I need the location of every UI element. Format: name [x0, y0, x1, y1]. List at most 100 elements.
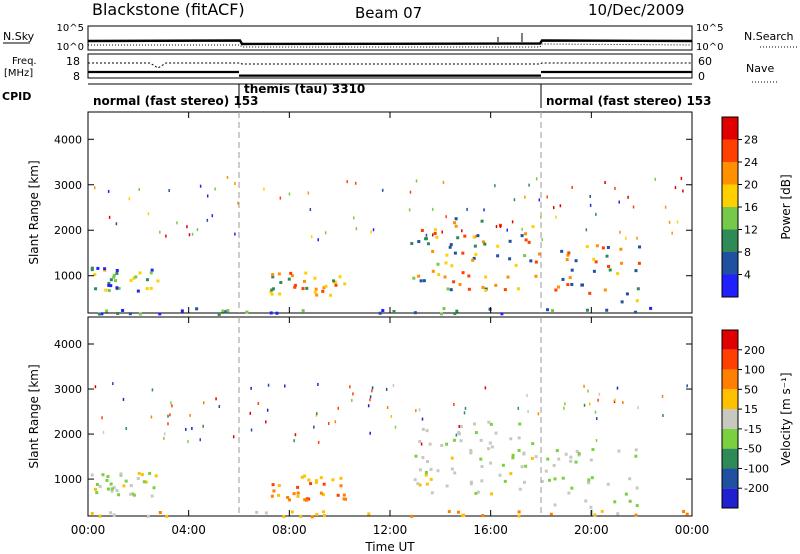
- power-echo-cell: [467, 274, 471, 278]
- power-echo-cell: [454, 217, 458, 221]
- velocity-noise-point: [392, 383, 395, 387]
- power-colorbar-label: 16: [744, 201, 758, 214]
- velocity-echo-cell: [90, 473, 94, 477]
- velocity-echo-cell: [424, 470, 428, 474]
- power-echo-cell: [592, 269, 596, 273]
- velocity-echo-cell: [95, 483, 99, 487]
- velocity-noise-point: [316, 412, 318, 416]
- nave-trace: [88, 62, 692, 69]
- freq-label-line1: Freq.: [12, 56, 37, 67]
- velocity-echo-cell: [414, 454, 418, 458]
- velocity-noise-point: [189, 413, 191, 417]
- power-plot-frame: [87, 111, 693, 314]
- power-echo-cell: [570, 283, 574, 287]
- velocity-echo-cell: [480, 465, 484, 469]
- power-noise-point: [604, 181, 606, 185]
- velocity-echo-cell: [474, 431, 478, 435]
- velocity-echo-cell: [342, 493, 346, 497]
- velocity-echo-cell: [517, 436, 521, 440]
- velocity-noise-point: [112, 382, 114, 386]
- freq-tick-top: 18: [66, 55, 80, 68]
- power-echo-cell: [290, 274, 294, 278]
- velocity-echo-cell: [322, 514, 326, 518]
- power-noise-point: [528, 183, 530, 187]
- power-echo-cell: [527, 240, 531, 244]
- power-echo-cell: [269, 311, 273, 315]
- power-echo-cell: [412, 276, 416, 280]
- power-echo-cell: [472, 256, 476, 260]
- velocity-noise-point: [284, 384, 286, 388]
- power-noise-point: [585, 228, 588, 232]
- velocity-echo-cell: [93, 487, 97, 491]
- power-echo-cell: [524, 238, 528, 242]
- velocity-xtick-label: 08:00: [272, 523, 307, 537]
- power-noise-point: [288, 192, 291, 196]
- velocity-echo-cell: [286, 495, 290, 499]
- power-colorbar-swatch: [722, 252, 738, 275]
- velocity-noise-point: [455, 433, 458, 437]
- power-noise-point: [483, 208, 485, 212]
- velocity-echo-cell: [450, 456, 454, 460]
- power-echo-cell: [138, 312, 142, 316]
- power-echo-cell: [109, 278, 113, 282]
- power-noise-point: [409, 190, 412, 194]
- velocity-noise-point: [150, 415, 153, 419]
- velocity-ytick-label: 3000: [54, 383, 82, 396]
- velocity-echo-cell: [109, 511, 113, 515]
- power-noise-point: [671, 231, 673, 235]
- velocity-echo-cell: [472, 422, 476, 426]
- velocity-echo-cell: [635, 486, 639, 490]
- power-echo-cell: [534, 260, 538, 264]
- velocity-echo-cell: [315, 512, 319, 516]
- nave-tick-top: 60: [698, 55, 712, 68]
- velocity-noise-point: [151, 388, 154, 392]
- velocity-echo-cell: [129, 492, 133, 496]
- freq-tick-bottom: 8: [73, 70, 80, 83]
- power-echo-cell: [523, 254, 527, 258]
- power-noise-point: [415, 179, 418, 183]
- velocity-echo-cell: [561, 476, 565, 480]
- velocity-echo-cell: [479, 457, 483, 461]
- beam-title: Beam 07: [355, 4, 422, 22]
- power-noise-point: [93, 186, 96, 190]
- power-echo-cell: [289, 271, 293, 275]
- power-noise-point: [370, 230, 372, 234]
- velocity-echo-cell: [624, 492, 628, 496]
- velocity-noise-point: [622, 401, 624, 405]
- velocity-echo-cell: [426, 460, 430, 464]
- velocity-colorbar-label: 200: [744, 344, 765, 357]
- power-echo-cell: [343, 282, 347, 286]
- velocity-echo-cell: [90, 512, 94, 516]
- power-echo-cell: [392, 310, 396, 314]
- power-echo-cell: [271, 273, 275, 277]
- power-echo-cell: [461, 251, 465, 255]
- power-noise-point: [425, 233, 428, 237]
- velocity-noise-point: [421, 417, 424, 421]
- velocity-echo-cell: [310, 515, 314, 519]
- power-ytick-label: 1000: [54, 270, 82, 283]
- freq-panel: Freq. [MHz] 18 8 60 0 Nave: [4, 53, 778, 83]
- power-echo-cell: [570, 268, 574, 272]
- velocity-echo-cell: [494, 431, 498, 435]
- power-echo-cell: [417, 274, 421, 278]
- power-colorbar-label: 8: [744, 246, 751, 259]
- power-noise-point: [310, 235, 313, 239]
- velocity-echo-cell: [544, 469, 548, 473]
- velocity-noise-point: [369, 395, 372, 399]
- velocity-echo-cell: [314, 480, 318, 484]
- velocity-noise-point: [371, 386, 374, 390]
- power-noise-point: [234, 182, 236, 186]
- velocity-echo-cell: [530, 456, 534, 460]
- power-echo-cell: [332, 279, 336, 283]
- power-echo-cell: [145, 287, 149, 291]
- power-echo-cell: [195, 307, 199, 311]
- power-echo-cell: [473, 244, 477, 248]
- power-noise-point: [147, 212, 150, 216]
- cpid-segment-label: normal (fast stereo) 153: [93, 94, 259, 108]
- velocity-echo-cell: [112, 486, 116, 490]
- power-echo-cell: [592, 257, 596, 261]
- velocity-echo-cell: [613, 500, 617, 504]
- velocity-echo-cell: [459, 439, 463, 443]
- velocity-echo-cell: [152, 486, 156, 490]
- velocity-noise-point: [587, 389, 589, 393]
